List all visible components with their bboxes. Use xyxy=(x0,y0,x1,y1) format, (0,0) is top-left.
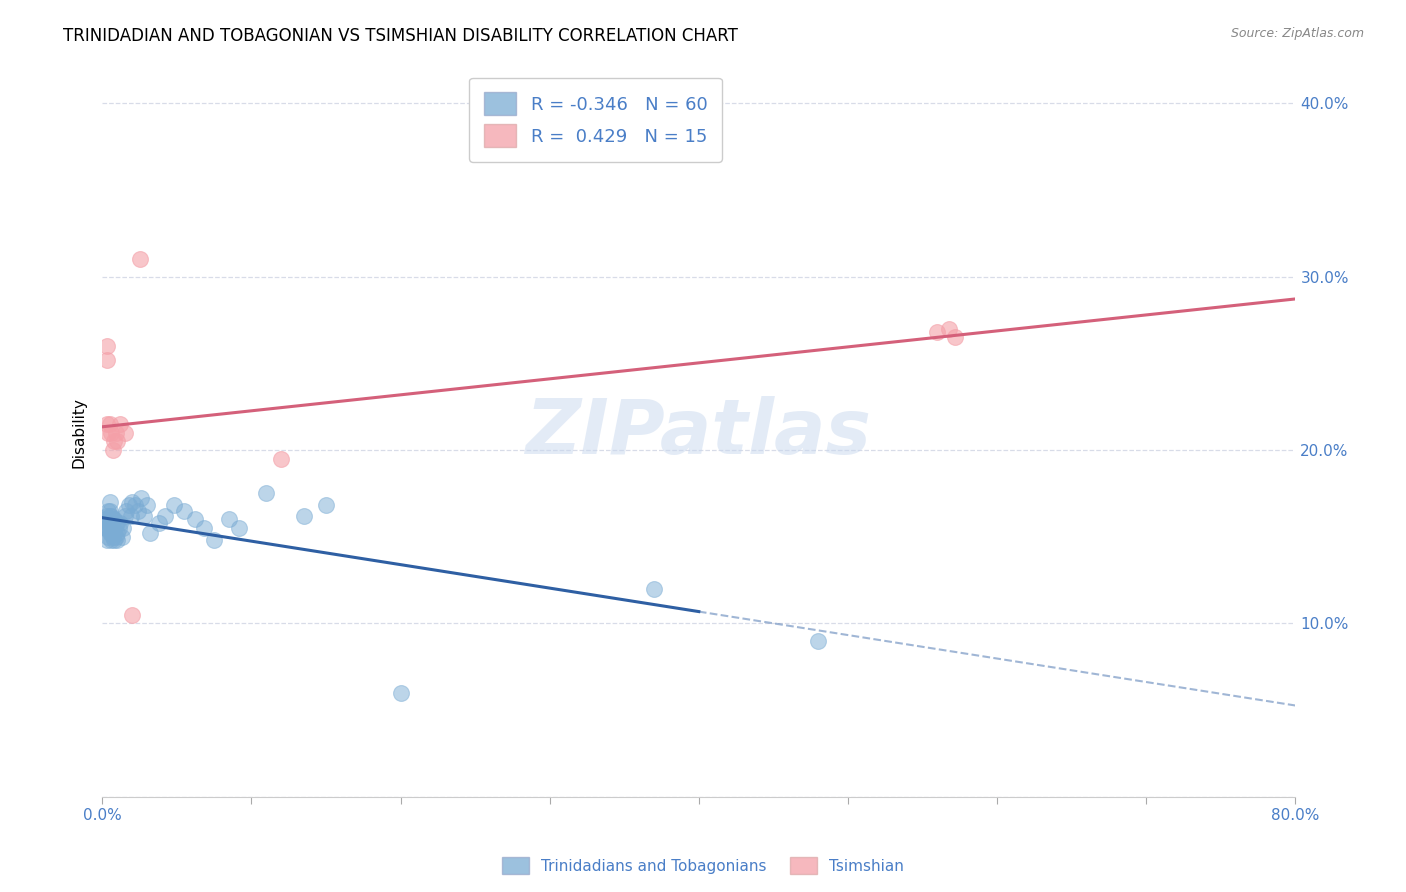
Point xyxy=(103,533,125,547)
Point xyxy=(100,425,122,440)
Point xyxy=(292,508,315,523)
Point xyxy=(97,516,120,530)
Point xyxy=(104,516,127,530)
Point xyxy=(129,491,152,506)
Point xyxy=(105,516,128,530)
Point xyxy=(96,533,118,547)
Point xyxy=(202,533,225,547)
Point xyxy=(96,339,118,353)
Point xyxy=(115,503,138,517)
Point xyxy=(121,495,143,509)
Point xyxy=(107,521,129,535)
Point xyxy=(98,503,121,517)
Point xyxy=(98,508,121,523)
Point xyxy=(927,325,949,339)
Point xyxy=(98,417,121,431)
Text: ZIPatlas: ZIPatlas xyxy=(526,395,872,469)
Point xyxy=(105,526,128,541)
Point xyxy=(101,512,124,526)
Point xyxy=(120,508,142,523)
Text: Source: ZipAtlas.com: Source: ZipAtlas.com xyxy=(1230,27,1364,40)
Point xyxy=(110,530,132,544)
Point xyxy=(105,533,128,547)
Point xyxy=(96,352,118,367)
Point xyxy=(136,499,159,513)
Point xyxy=(114,425,136,440)
Point xyxy=(98,521,121,535)
Point xyxy=(103,434,125,449)
Point xyxy=(94,512,117,526)
Point xyxy=(112,521,135,535)
Point xyxy=(100,526,122,541)
Point xyxy=(315,499,337,513)
Point xyxy=(104,425,127,440)
Point xyxy=(97,425,120,440)
Point xyxy=(121,607,143,622)
Point xyxy=(104,530,127,544)
Point xyxy=(148,516,170,530)
Point xyxy=(228,521,250,535)
Point xyxy=(103,526,125,541)
Point xyxy=(163,499,186,513)
Point xyxy=(127,503,149,517)
Point xyxy=(101,442,124,457)
Point xyxy=(173,503,195,517)
Legend: Trinidadians and Tobagonians, Tsimshian: Trinidadians and Tobagonians, Tsimshian xyxy=(495,851,911,880)
Point xyxy=(100,533,122,547)
Point xyxy=(270,451,292,466)
Point xyxy=(218,512,240,526)
Point xyxy=(98,526,121,541)
Point xyxy=(105,434,128,449)
Point xyxy=(139,526,162,541)
Point xyxy=(94,521,117,535)
Point xyxy=(114,508,136,523)
Point xyxy=(96,417,118,431)
Point xyxy=(807,633,830,648)
Point xyxy=(96,521,118,535)
Point xyxy=(183,512,205,526)
Point xyxy=(97,530,120,544)
Point xyxy=(100,508,122,523)
Point xyxy=(193,521,215,535)
Point xyxy=(124,499,146,513)
Point xyxy=(389,686,412,700)
Point xyxy=(101,521,124,535)
Point xyxy=(103,512,125,526)
Point xyxy=(108,516,131,530)
Point xyxy=(97,521,120,535)
Point xyxy=(98,495,121,509)
Point xyxy=(643,582,665,596)
Point xyxy=(945,330,967,344)
Point xyxy=(96,508,118,523)
Point xyxy=(938,321,960,335)
Point xyxy=(101,530,124,544)
Legend: R = -0.346   N = 60, R =  0.429   N = 15: R = -0.346 N = 60, R = 0.429 N = 15 xyxy=(470,78,721,161)
Point xyxy=(254,486,277,500)
Point xyxy=(153,508,176,523)
Point xyxy=(98,516,121,530)
Point xyxy=(132,508,155,523)
Y-axis label: Disability: Disability xyxy=(72,397,86,468)
Point xyxy=(118,499,141,513)
Text: TRINIDADIAN AND TOBAGONIAN VS TSIMSHIAN DISABILITY CORRELATION CHART: TRINIDADIAN AND TOBAGONIAN VS TSIMSHIAN … xyxy=(63,27,738,45)
Point xyxy=(108,417,131,431)
Point xyxy=(100,516,122,530)
Point xyxy=(97,503,120,517)
Point xyxy=(128,252,150,267)
